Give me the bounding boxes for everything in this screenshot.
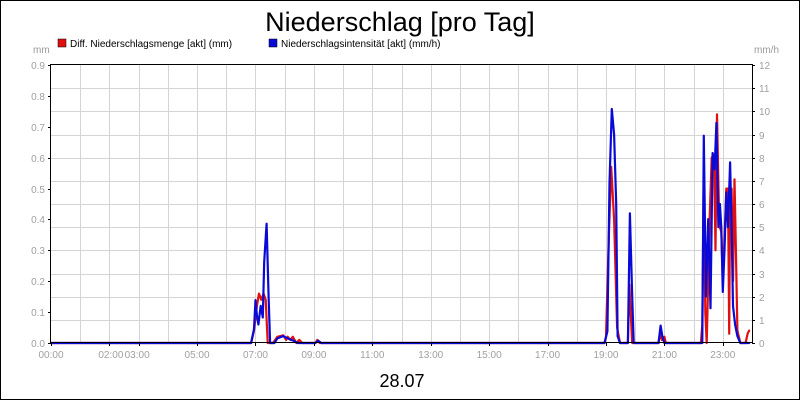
x-tick-label: 19:00 [593,350,618,361]
x-tick-label: 05:00 [185,350,210,361]
y-right-tick-label: 7 [759,177,765,188]
y-right-tick-label: 1 [759,316,765,327]
y-right-tick-label: 9 [759,131,765,142]
y-left-tick-label: 0.3 [31,246,45,257]
date-label: 28.07 [379,371,424,391]
x-tick-label: 21:00 [652,350,677,361]
y-right-tick-label: 11 [759,84,770,95]
x-tick-label: 09:00 [301,350,326,361]
y-left-tick-label: 0.9 [31,61,45,72]
x-tick-labels: 00:00 02:00 03:00 05:00 07:00 09:00 11:00 13:00… [38,350,735,361]
y-left-tick-labels: 0.0 0.1 0.2 0.3 0.4 0.5 0.6 0.7 0.8 0.9 [31,61,45,350]
y-right-unit: mm/h [754,45,779,56]
y-right-tick-label: 3 [759,270,765,281]
grid [51,65,752,343]
y-left-tick-label: 0.2 [31,277,45,288]
y-right-tick-label: 12 [759,61,771,72]
y-left-tick-label: 0.7 [31,123,45,134]
y-left-unit: mm [33,45,50,56]
y-right-tick-label: 10 [759,107,771,118]
series-layer [49,107,751,345]
y-left-tick-label: 0.1 [31,308,45,319]
legend-label-menge: Diff. Niederschlagsmenge [akt] (mm) [70,39,232,50]
x-tick-label: 11:00 [360,350,385,361]
legend-swatch-menge [57,38,67,48]
y-left-tick-label: 0.4 [31,215,45,226]
tick-marks [48,65,755,346]
y-left-tick-label: 0.0 [31,339,45,350]
plot-area [50,64,753,343]
x-tick-label: 23:00 [710,350,735,361]
y-right-tick-label: 2 [759,293,765,304]
y-right-tick-label: 0 [759,339,765,350]
legend-label-intensitaet: Niederschlagsintensität [akt] (mm/h) [281,39,441,50]
x-tick-label: 03:00 [125,350,150,361]
x-tick-label: 15:00 [477,350,502,361]
series-line-niederschlagsmenge [49,113,751,345]
y-right-tick-label: 5 [759,223,765,234]
x-tick-label: 13:00 [418,350,443,361]
y-right-tick-label: 6 [759,200,765,211]
y-left-tick-label: 0.8 [31,92,45,103]
x-tick-label: 07:00 [243,350,268,361]
x-tick-label: 00:00 [38,350,63,361]
legend-swatch-intensitaet [268,38,278,48]
y-left-tick-label: 0.5 [31,185,45,196]
series-line-niederschlagsintensitaet [49,107,751,345]
y-left-tick-label: 0.6 [31,154,45,165]
x-tick-label: 02:00 [98,350,123,361]
x-tick-label: 17:00 [535,350,560,361]
legend: Diff. Niederschlagsmenge [akt] (mm) Nied… [57,38,441,50]
y-right-tick-label: 8 [759,154,765,165]
y-right-tick-label: 4 [759,246,765,257]
chart-title: Niederschlag [pro Tag] [265,7,535,37]
